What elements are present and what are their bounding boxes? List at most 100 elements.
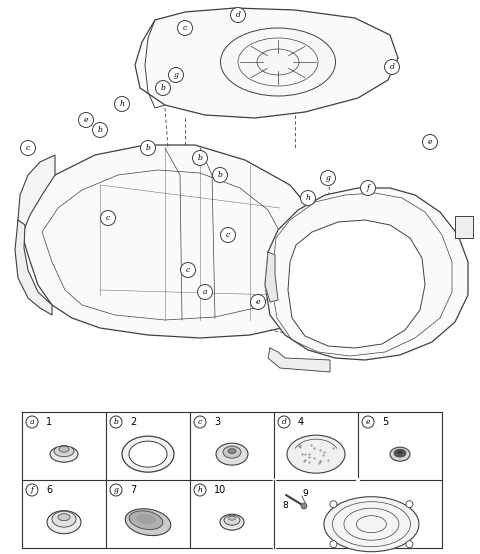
Text: 3: 3 [214, 417, 220, 427]
Text: g: g [114, 486, 119, 494]
Text: b: b [97, 126, 102, 134]
Text: e: e [256, 298, 260, 306]
Circle shape [406, 541, 413, 548]
Circle shape [141, 141, 156, 156]
Ellipse shape [122, 436, 174, 472]
Polygon shape [15, 220, 52, 315]
Polygon shape [265, 188, 468, 360]
Polygon shape [18, 155, 55, 235]
Ellipse shape [58, 514, 70, 521]
Ellipse shape [224, 515, 240, 525]
Text: 5: 5 [382, 417, 388, 427]
Ellipse shape [129, 441, 167, 467]
Text: h: h [120, 100, 124, 108]
Circle shape [79, 112, 94, 127]
Circle shape [192, 151, 207, 166]
Circle shape [26, 416, 38, 428]
Circle shape [301, 503, 307, 509]
Circle shape [220, 228, 236, 243]
Circle shape [194, 416, 206, 428]
Text: b: b [114, 418, 119, 426]
Ellipse shape [136, 514, 156, 525]
Ellipse shape [397, 450, 403, 454]
Circle shape [180, 263, 195, 278]
Polygon shape [265, 252, 278, 302]
Text: a: a [203, 288, 207, 296]
Ellipse shape [287, 435, 345, 473]
Polygon shape [18, 145, 330, 338]
Circle shape [362, 416, 374, 428]
Circle shape [422, 135, 437, 150]
Text: 6: 6 [46, 485, 52, 495]
Text: c: c [198, 418, 202, 426]
Text: 2: 2 [130, 417, 136, 427]
Circle shape [194, 484, 206, 496]
Text: a: a [30, 418, 34, 426]
Text: b: b [198, 154, 203, 162]
Ellipse shape [394, 449, 406, 457]
Ellipse shape [324, 497, 419, 552]
Circle shape [178, 20, 192, 35]
Circle shape [406, 501, 413, 507]
Circle shape [360, 181, 375, 196]
Ellipse shape [59, 446, 69, 452]
Circle shape [251, 295, 265, 310]
Circle shape [197, 285, 213, 300]
Ellipse shape [216, 443, 248, 465]
Text: 4: 4 [298, 417, 304, 427]
Text: b: b [161, 84, 166, 92]
Text: e: e [84, 116, 88, 124]
Circle shape [168, 68, 183, 83]
Circle shape [300, 191, 315, 206]
Ellipse shape [390, 447, 410, 461]
Circle shape [213, 167, 228, 182]
Ellipse shape [47, 511, 81, 534]
Text: c: c [106, 214, 110, 222]
FancyBboxPatch shape [455, 216, 473, 238]
Circle shape [100, 211, 116, 225]
Ellipse shape [52, 511, 76, 527]
Polygon shape [288, 220, 425, 348]
Ellipse shape [220, 28, 336, 96]
Text: 8: 8 [282, 501, 288, 510]
Circle shape [21, 141, 36, 156]
Ellipse shape [129, 511, 163, 530]
Text: 1: 1 [46, 417, 52, 427]
Text: 7: 7 [130, 485, 136, 495]
Circle shape [110, 484, 122, 496]
Text: c: c [183, 24, 187, 32]
Text: g: g [325, 174, 330, 182]
Circle shape [156, 80, 170, 95]
Circle shape [115, 96, 130, 111]
Text: 9: 9 [302, 490, 308, 499]
Ellipse shape [50, 446, 78, 462]
Circle shape [110, 416, 122, 428]
Circle shape [278, 416, 290, 428]
Text: f: f [367, 184, 370, 192]
Circle shape [93, 122, 108, 137]
Text: e: e [428, 138, 432, 146]
Text: d: d [236, 11, 240, 19]
Text: h: h [306, 194, 311, 202]
Ellipse shape [220, 514, 244, 530]
Text: d: d [282, 418, 287, 426]
Ellipse shape [228, 449, 236, 454]
Text: c: c [226, 231, 230, 239]
Circle shape [384, 59, 399, 74]
Text: f: f [31, 486, 34, 494]
Text: b: b [145, 144, 150, 152]
Text: c: c [186, 266, 190, 274]
Circle shape [330, 541, 337, 548]
Text: c: c [26, 144, 30, 152]
Text: d: d [390, 63, 395, 71]
Text: h: h [198, 486, 203, 494]
Circle shape [26, 484, 38, 496]
Text: g: g [174, 71, 179, 79]
Ellipse shape [125, 509, 171, 536]
Circle shape [230, 8, 245, 23]
Text: 10: 10 [214, 485, 226, 495]
Ellipse shape [54, 445, 74, 456]
Polygon shape [135, 8, 398, 118]
Ellipse shape [223, 446, 241, 458]
Circle shape [330, 501, 337, 507]
